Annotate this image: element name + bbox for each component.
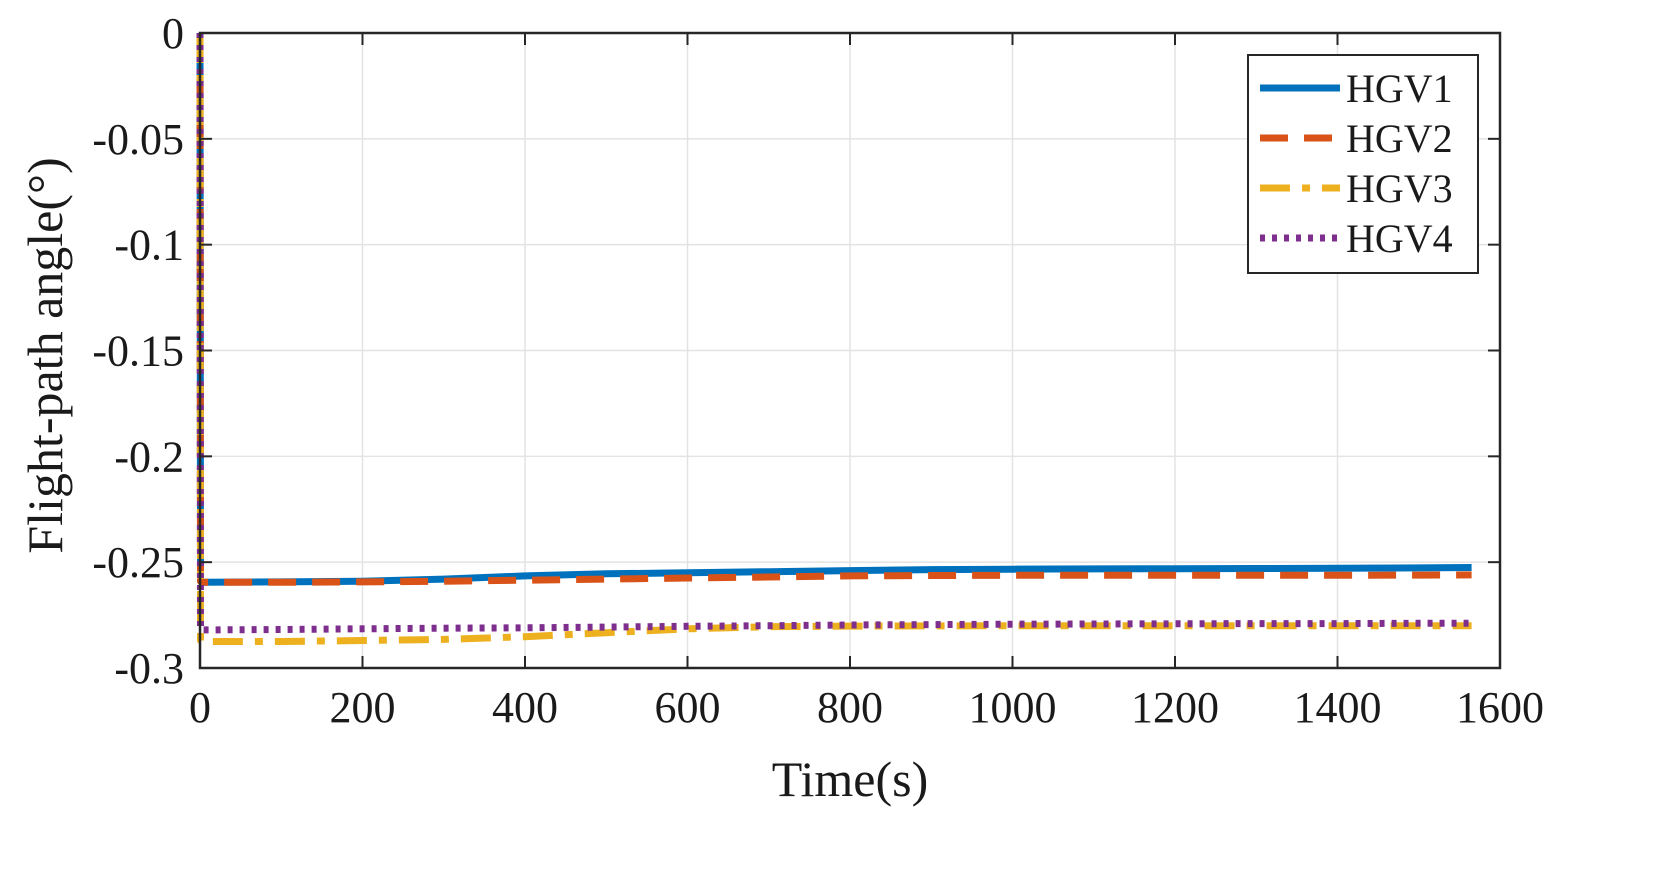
y-tick-label: -0.25 (92, 538, 184, 587)
series-line-hgv1 (196, 32, 1472, 586)
legend-label: HGV3 (1346, 166, 1453, 211)
y-tick-label: -0.1 (114, 221, 184, 270)
series-line-hgv4 (196, 32, 1472, 634)
tick-marks (199, 32, 1501, 669)
series-line-hgv3 (196, 32, 1472, 645)
legend-label: HGV2 (1346, 116, 1453, 161)
x-tick-label: 200 (330, 683, 396, 732)
x-tick-label: 0 (189, 683, 211, 732)
x-tick-label: 1200 (1131, 683, 1219, 732)
x-tick-label: 1400 (1294, 683, 1382, 732)
y-tick-label: -0.2 (114, 432, 184, 481)
x-tick-label: 400 (492, 683, 558, 732)
y-tick-label: 0 (162, 9, 184, 58)
x-tick-label: 1600 (1456, 683, 1544, 732)
y-tick-labels: 0 -0.05 -0.1 -0.15 -0.2 -0.25 -0.3 (92, 9, 184, 693)
y-tick-label: -0.3 (114, 644, 184, 693)
legend: HGV1 HGV2 HGV3 HGV4 (1247, 54, 1479, 274)
x-axis-label: Time(s) (772, 751, 929, 807)
legend-label: HGV4 (1346, 216, 1453, 261)
series-lines (196, 32, 1472, 645)
y-tick-label: -0.15 (92, 327, 184, 376)
series-line-hgv2 (196, 32, 1472, 586)
x-tick-label: 1000 (969, 683, 1057, 732)
y-axis-label: Flight-path angle(°) (17, 157, 73, 553)
x-tick-label: 800 (817, 683, 883, 732)
legend-label: HGV1 (1346, 66, 1453, 111)
x-tick-label: 600 (655, 683, 721, 732)
x-tick-labels: 0 200 400 600 800 1000 1200 1400 1600 (189, 683, 1544, 732)
y-tick-label: -0.05 (92, 115, 184, 164)
